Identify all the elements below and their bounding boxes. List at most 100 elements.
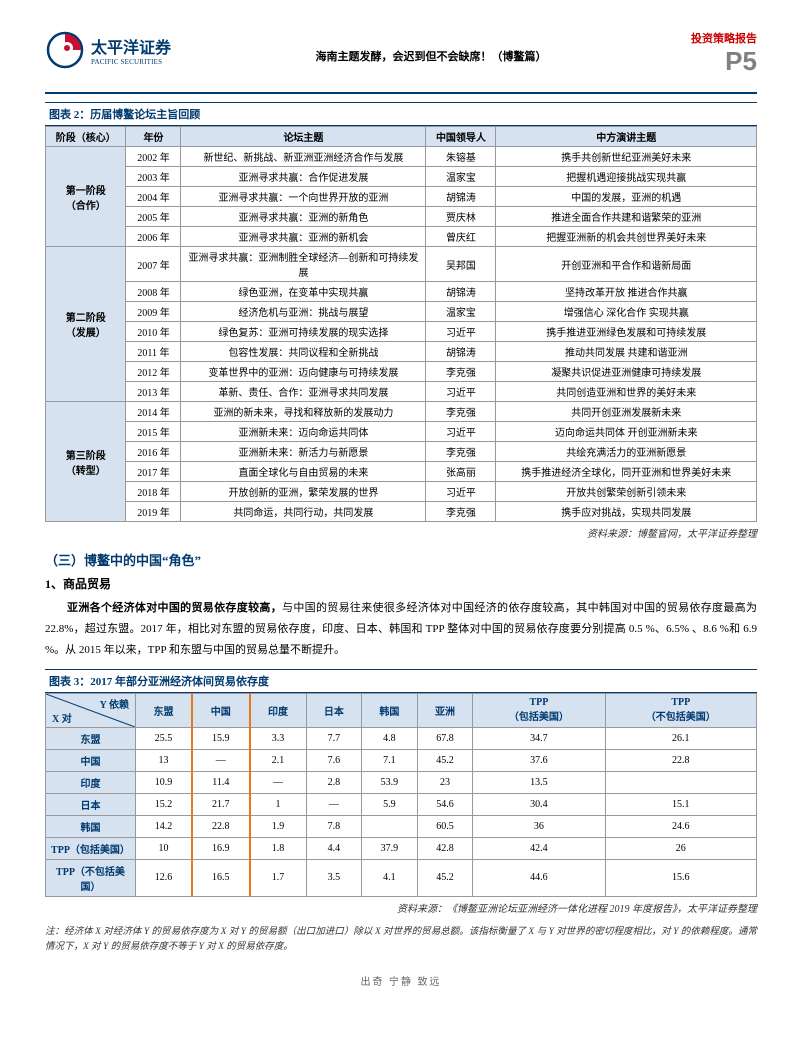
table1-cell: 2015 年 xyxy=(126,422,181,442)
table1-cell: 绿色复苏：亚洲可持续发展的现实选择 xyxy=(181,322,426,342)
table1-cell: 亚洲寻求共赢：合作促进发展 xyxy=(181,167,426,187)
table-row: 东盟25.515.93.37.74.867.834.726.1 xyxy=(46,727,757,749)
table-row: 2010 年绿色复苏：亚洲可持续发展的现实选择习近平携手推进亚洲绿色发展和可持续… xyxy=(46,322,757,342)
table1-cell: 2011 年 xyxy=(126,342,181,362)
table2-cell: 44.6 xyxy=(473,859,605,896)
table2-cell: 15.1 xyxy=(605,793,756,815)
table2-cell: 26.1 xyxy=(605,727,756,749)
table2-cell: 4.4 xyxy=(306,837,362,859)
table1-source: 资料来源：博鳌官网，太平洋证券整理 xyxy=(45,525,757,540)
table2-cell: 37.6 xyxy=(473,749,605,771)
table2-row-label: 中国 xyxy=(46,749,136,771)
table1-cell: 亚洲新未来：迈向命运共同体 xyxy=(181,422,426,442)
section-heading: （三）博鳌中的中国“角色” xyxy=(45,550,757,569)
table1-cell: 开放共创繁荣创新引领未来 xyxy=(496,482,757,502)
table1-cell: 中国的发展，亚洲的机遇 xyxy=(496,187,757,207)
table2-cell: 1.9 xyxy=(250,815,307,837)
table1: 阶段（核心）年份论坛主题中国领导人中方演讲主题 第一阶段（合作）2002 年新世… xyxy=(45,126,757,522)
table1-cell: 胡锦涛 xyxy=(426,282,496,302)
table1-header: 年份 xyxy=(126,127,181,147)
table1-cell: 亚洲寻求共赢：一个向世界开放的亚洲 xyxy=(181,187,426,207)
table2-cell: 4.8 xyxy=(362,727,418,749)
table2-row-label: 印度 xyxy=(46,771,136,793)
diag-header: Y 依赖X 对 xyxy=(46,693,136,727)
table-row: TPP（不包括美国）12.616.51.73.54.145.244.615.6 xyxy=(46,859,757,896)
table2-cell: 24.6 xyxy=(605,815,756,837)
table-row: 第三阶段（转型）2014 年亚洲的新未来，寻找和释放新的发展动力李克强共同开创亚… xyxy=(46,402,757,422)
page-n: 5 xyxy=(743,46,757,76)
table2-cell: 15.2 xyxy=(136,793,193,815)
table2-header: TPP（不包括美国） xyxy=(605,693,756,727)
table2-cell: 36 xyxy=(473,815,605,837)
table2-cell: 45.2 xyxy=(417,859,473,896)
table2-cell: 1.8 xyxy=(250,837,307,859)
table2-cell: 1.7 xyxy=(250,859,307,896)
table2-cell: 67.8 xyxy=(417,727,473,749)
table2-cell xyxy=(605,771,756,793)
table2-cell: 21.7 xyxy=(192,793,250,815)
table1-cell: 共同开创亚洲发展新未来 xyxy=(496,402,757,422)
table1-cell: 亚洲寻求共赢：亚洲制胜全球经济—创新和可持续发展 xyxy=(181,247,426,282)
table2-cell: 7.6 xyxy=(306,749,362,771)
table2-cell: — xyxy=(192,749,250,771)
table2-cell: 22.8 xyxy=(192,815,250,837)
table1-cell: 把握机遇迎接挑战实现共赢 xyxy=(496,167,757,187)
table1-cell: 2004 年 xyxy=(126,187,181,207)
table1-cell: 习近平 xyxy=(426,422,496,442)
table1-cell: 共同命运，共同行动，共同发展 xyxy=(181,502,426,522)
table1-cell: 革新、责任、合作：亚洲寻求共同发展 xyxy=(181,382,426,402)
table2-cell: 53.9 xyxy=(362,771,418,793)
table1-cell: 李克强 xyxy=(426,362,496,382)
table-row: 印度10.911.4—2.853.92313.5 xyxy=(46,771,757,793)
table2-row-label: 东盟 xyxy=(46,727,136,749)
table1-cell: 共绘充满活力的亚洲新愿景 xyxy=(496,442,757,462)
logo-block: 太平洋证券 PACIFIC SECURITIES xyxy=(45,30,171,70)
table1-cell: 经济危机与亚洲：挑战与展望 xyxy=(181,302,426,322)
table2-cell: 16.5 xyxy=(192,859,250,896)
stage-cell: 第二阶段（发展） xyxy=(46,247,126,402)
table1-cell: 2005 年 xyxy=(126,207,181,227)
table2-cell: 7.8 xyxy=(306,815,362,837)
table2-row-label: TPP（不包括美国） xyxy=(46,859,136,896)
table2-header: 亚洲 xyxy=(417,693,473,727)
table2-cell: 12.6 xyxy=(136,859,193,896)
table1-cell: 亚洲寻求共赢：亚洲的新角色 xyxy=(181,207,426,227)
table2-cell: 13 xyxy=(136,749,193,771)
table1-header: 论坛主题 xyxy=(181,127,426,147)
table1-cell: 张高丽 xyxy=(426,462,496,482)
table2-cell xyxy=(362,815,418,837)
table1-cell: 增强信心 深化合作 实现共赢 xyxy=(496,302,757,322)
table1-cell: 开放创新的亚洲，繁荣发展的世界 xyxy=(181,482,426,502)
table1-cell: 把握亚洲新的机会共创世界美好未来 xyxy=(496,227,757,247)
table-row: 第二阶段（发展）2007 年亚洲寻求共赢：亚洲制胜全球经济—创新和可持续发展吴邦… xyxy=(46,247,757,282)
table2-cell: 15.6 xyxy=(605,859,756,896)
table1-cell: 2006 年 xyxy=(126,227,181,247)
stage-cell: 第一阶段（合作） xyxy=(46,147,126,247)
table2-cell: 14.2 xyxy=(136,815,193,837)
table1-cell: 胡锦涛 xyxy=(426,342,496,362)
table2-cell: 30.4 xyxy=(473,793,605,815)
table2-header: 日本 xyxy=(306,693,362,727)
table1-cell: 推动共同发展 共建和谐亚洲 xyxy=(496,342,757,362)
table-row: TPP（包括美国）1016.91.84.437.942.842.426 xyxy=(46,837,757,859)
report-type: 投资策略报告 xyxy=(691,30,757,46)
table-row: 2016 年亚洲新未来：新活力与新愿景李克强共绘充满活力的亚洲新愿景 xyxy=(46,442,757,462)
table2-cell: 13.5 xyxy=(473,771,605,793)
table2-header: 中国 xyxy=(192,693,250,727)
table2-cell: 34.7 xyxy=(473,727,605,749)
table2-cell: 22.8 xyxy=(605,749,756,771)
table-row: 2005 年亚洲寻求共赢：亚洲的新角色贾庆林推进全面合作共建和谐繁荣的亚洲 xyxy=(46,207,757,227)
table-row: 2009 年经济危机与亚洲：挑战与展望温家宝增强信心 深化合作 实现共赢 xyxy=(46,302,757,322)
table1-cell: 习近平 xyxy=(426,482,496,502)
stage-cell: 第三阶段（转型） xyxy=(46,402,126,522)
table-row: 2011 年包容性发展：共同议程和全新挑战胡锦涛推动共同发展 共建和谐亚洲 xyxy=(46,342,757,362)
table1-cell: 坚持改革开放 推进合作共赢 xyxy=(496,282,757,302)
table1-cell: 习近平 xyxy=(426,322,496,342)
table-row: 2004 年亚洲寻求共赢：一个向世界开放的亚洲胡锦涛中国的发展，亚洲的机遇 xyxy=(46,187,757,207)
table1-cell: 共同创造亚洲和世界的美好未来 xyxy=(496,382,757,402)
table1-cell: 亚洲的新未来，寻找和释放新的发展动力 xyxy=(181,402,426,422)
table2-cell: 60.5 xyxy=(417,815,473,837)
table1-cell: 凝聚共识促进亚洲健康可持续发展 xyxy=(496,362,757,382)
table2: Y 依赖X 对东盟中国印度日本韩国亚洲TPP（包括美国）TPP（不包括美国） 东… xyxy=(45,693,757,897)
table2-header: TPP（包括美国） xyxy=(473,693,605,727)
